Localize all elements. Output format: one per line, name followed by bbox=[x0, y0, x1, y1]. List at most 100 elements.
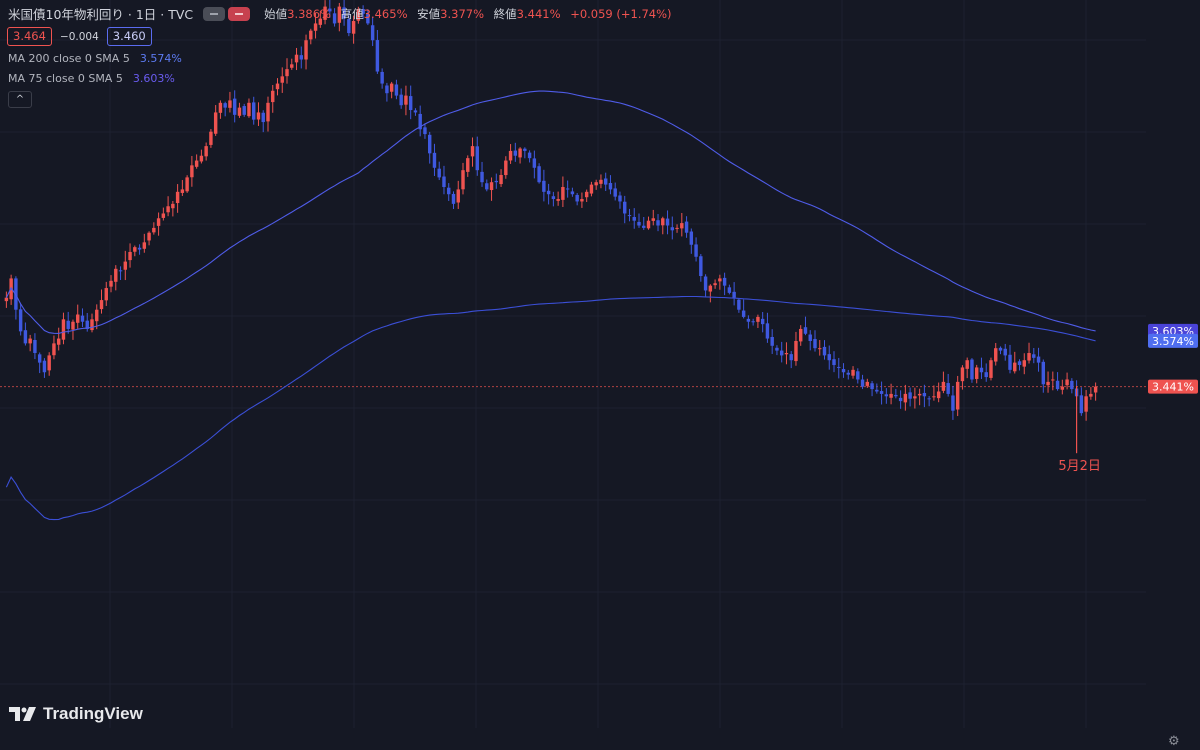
candle-body bbox=[684, 221, 689, 233]
candle-body bbox=[865, 381, 870, 386]
candle-body bbox=[256, 112, 261, 120]
candle-body bbox=[451, 193, 456, 204]
candle-body bbox=[594, 182, 598, 186]
candle-body bbox=[903, 393, 908, 403]
indicator-ma200[interactable]: MA 200 close 0 SMA 5 3.574% bbox=[8, 52, 182, 65]
candles bbox=[4, 0, 1098, 421]
candle-body bbox=[994, 348, 998, 362]
candle-body bbox=[247, 102, 251, 117]
candle-body bbox=[827, 354, 831, 361]
candle-body bbox=[28, 338, 32, 344]
candle-body bbox=[499, 174, 503, 185]
candle-body bbox=[927, 398, 931, 400]
candle-body bbox=[394, 84, 399, 96]
candle-body bbox=[703, 276, 708, 291]
candle-body bbox=[713, 283, 717, 286]
candle-body bbox=[984, 372, 988, 378]
candle-body bbox=[960, 367, 965, 382]
candle-body bbox=[680, 223, 684, 229]
candle-body bbox=[442, 176, 446, 188]
chevron-up-icon: ^ bbox=[15, 94, 25, 105]
candle-body bbox=[718, 278, 722, 282]
candle-body bbox=[385, 85, 389, 94]
candle-body bbox=[114, 268, 118, 282]
candle-body bbox=[756, 316, 760, 322]
candle-body bbox=[651, 218, 655, 221]
candle-body bbox=[351, 21, 356, 34]
candle-body bbox=[299, 55, 303, 60]
collapse-indicators-button[interactable]: ^ bbox=[8, 91, 32, 108]
candle-body bbox=[99, 300, 104, 310]
tradingview-logo[interactable]: TradingView bbox=[9, 704, 143, 724]
candle-body bbox=[908, 392, 912, 399]
candle-body bbox=[118, 270, 123, 272]
candle-body bbox=[965, 360, 969, 369]
candle-body bbox=[537, 166, 541, 183]
candle-body bbox=[813, 338, 817, 349]
symbol-title[interactable]: 米国債10年物利回り · 1日 · TVC bbox=[8, 7, 194, 22]
candle-body bbox=[147, 232, 151, 241]
candle-body bbox=[1022, 360, 1026, 367]
candle-body bbox=[665, 218, 670, 226]
candle-body bbox=[370, 25, 375, 41]
candle-body bbox=[1060, 386, 1065, 390]
close-value: 3.441% bbox=[516, 6, 561, 21]
candle-body bbox=[23, 330, 28, 344]
candle-body bbox=[661, 218, 665, 226]
candle-body bbox=[575, 194, 579, 202]
candle-body bbox=[542, 180, 546, 192]
candle-body bbox=[252, 102, 256, 120]
candle-body bbox=[408, 96, 413, 111]
indicator-ma75[interactable]: MA 75 close 0 SMA 5 3.603% bbox=[8, 72, 175, 85]
candle-body bbox=[1036, 356, 1041, 363]
candle-body bbox=[337, 6, 342, 23]
candle-body bbox=[779, 350, 784, 356]
candle-body bbox=[166, 206, 170, 213]
candle-body bbox=[951, 395, 955, 411]
candle-body bbox=[884, 394, 889, 397]
open-value: 3.386% bbox=[287, 6, 331, 21]
gear-icon[interactable]: ⚙ bbox=[1168, 734, 1180, 749]
sell-button[interactable]: 3.464 bbox=[7, 27, 52, 46]
candle-body bbox=[475, 146, 479, 171]
candle-body bbox=[699, 256, 703, 277]
candle-body bbox=[466, 158, 470, 172]
candle-body bbox=[109, 280, 113, 287]
candle-body bbox=[123, 261, 128, 270]
ohlc-values: 始値3.386% 高値3.465% 安値3.377% 終値3.441% +0.0… bbox=[264, 6, 677, 22]
candle-body bbox=[846, 372, 850, 375]
candle-body bbox=[456, 189, 460, 203]
candle-body bbox=[556, 199, 560, 201]
svg-text:3.441%: 3.441% bbox=[1152, 381, 1194, 394]
candle-body bbox=[209, 131, 213, 145]
record-icon[interactable] bbox=[228, 6, 251, 21]
candle-body bbox=[85, 320, 89, 329]
header-buttons bbox=[203, 6, 251, 21]
candle-body bbox=[399, 94, 403, 106]
candle-body bbox=[989, 360, 993, 378]
candle-body bbox=[637, 221, 641, 226]
candle-body bbox=[832, 359, 836, 366]
candle-body bbox=[1065, 379, 1069, 386]
candle-body bbox=[366, 13, 370, 24]
tradingview-logo-icon bbox=[9, 707, 36, 721]
candle-body bbox=[47, 355, 51, 371]
price-tag-ma200: 3.574% bbox=[1148, 333, 1198, 348]
candle-body bbox=[1079, 395, 1084, 414]
minus-icon[interactable] bbox=[203, 6, 226, 21]
price-tag-last: 3.441% bbox=[1148, 379, 1198, 394]
candle-body bbox=[889, 393, 893, 398]
candle-body bbox=[722, 277, 727, 286]
candle-body bbox=[970, 359, 974, 380]
candle-body bbox=[171, 203, 175, 209]
candle-body bbox=[632, 217, 636, 221]
candle-body bbox=[770, 336, 774, 346]
candle-body bbox=[190, 165, 194, 178]
indicator-ma75-value: 3.603% bbox=[132, 72, 175, 85]
buy-button[interactable]: 3.460 bbox=[106, 27, 152, 46]
candle-body bbox=[261, 112, 265, 123]
candle-body bbox=[513, 150, 518, 156]
candle-body bbox=[18, 309, 23, 332]
candle-body bbox=[232, 98, 237, 115]
candle-body bbox=[599, 179, 603, 184]
